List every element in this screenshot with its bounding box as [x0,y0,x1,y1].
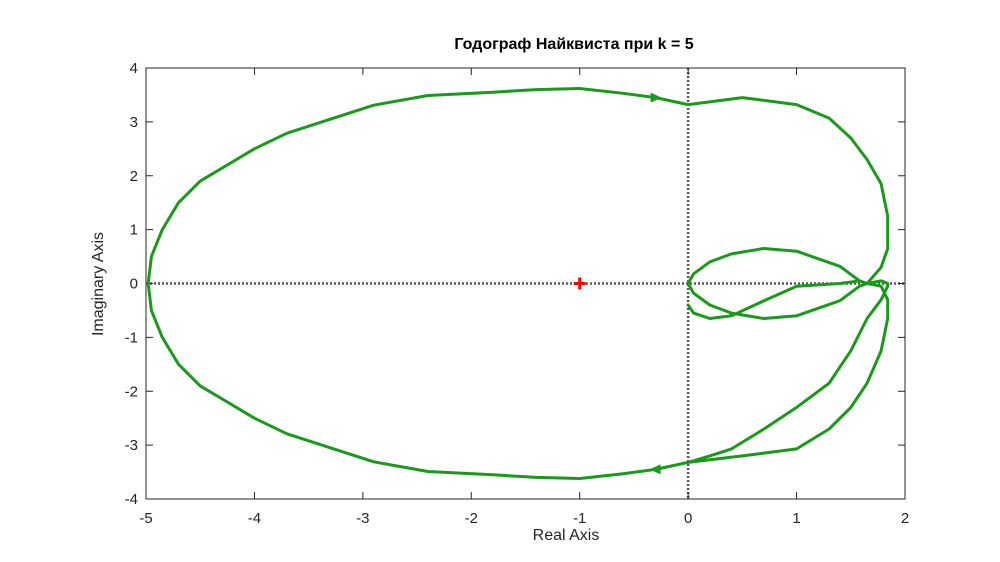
y-tick-label: -3 [125,437,138,454]
x-tick-label: -2 [465,510,478,527]
x-axis-label: Real Axis [533,527,600,544]
zero-lines [146,68,905,499]
x-tick-label: -5 [139,510,152,527]
y-tick-label: -1 [125,329,138,346]
y-tick-label: -2 [125,383,138,400]
nyquist-curve [146,87,890,480]
x-tick-label: -1 [573,510,586,527]
y-tick-label: 0 [130,276,138,293]
y-tick-label: 2 [130,168,138,185]
direction-arrow [650,92,662,103]
x-tick-label: 1 [792,510,800,527]
marker-group [573,92,662,475]
x-tick-label: 2 [901,510,909,527]
chart-title: Годограф Найквиста при k = 5 [454,36,693,53]
y-tick-label: -4 [125,491,138,508]
y-tick-label: 1 [130,222,138,239]
x-tick-label: -3 [356,510,369,527]
nyquist-curve-group [146,87,890,480]
direction-arrow [649,464,661,475]
x-tick-label: -4 [248,510,261,527]
y-tick-label: 3 [130,114,138,131]
critical-point-marker [573,277,586,290]
y-tick-label: 4 [130,60,138,77]
x-tick-label: 0 [684,510,692,527]
y-axis-label: Imaginary Axis [90,232,107,336]
